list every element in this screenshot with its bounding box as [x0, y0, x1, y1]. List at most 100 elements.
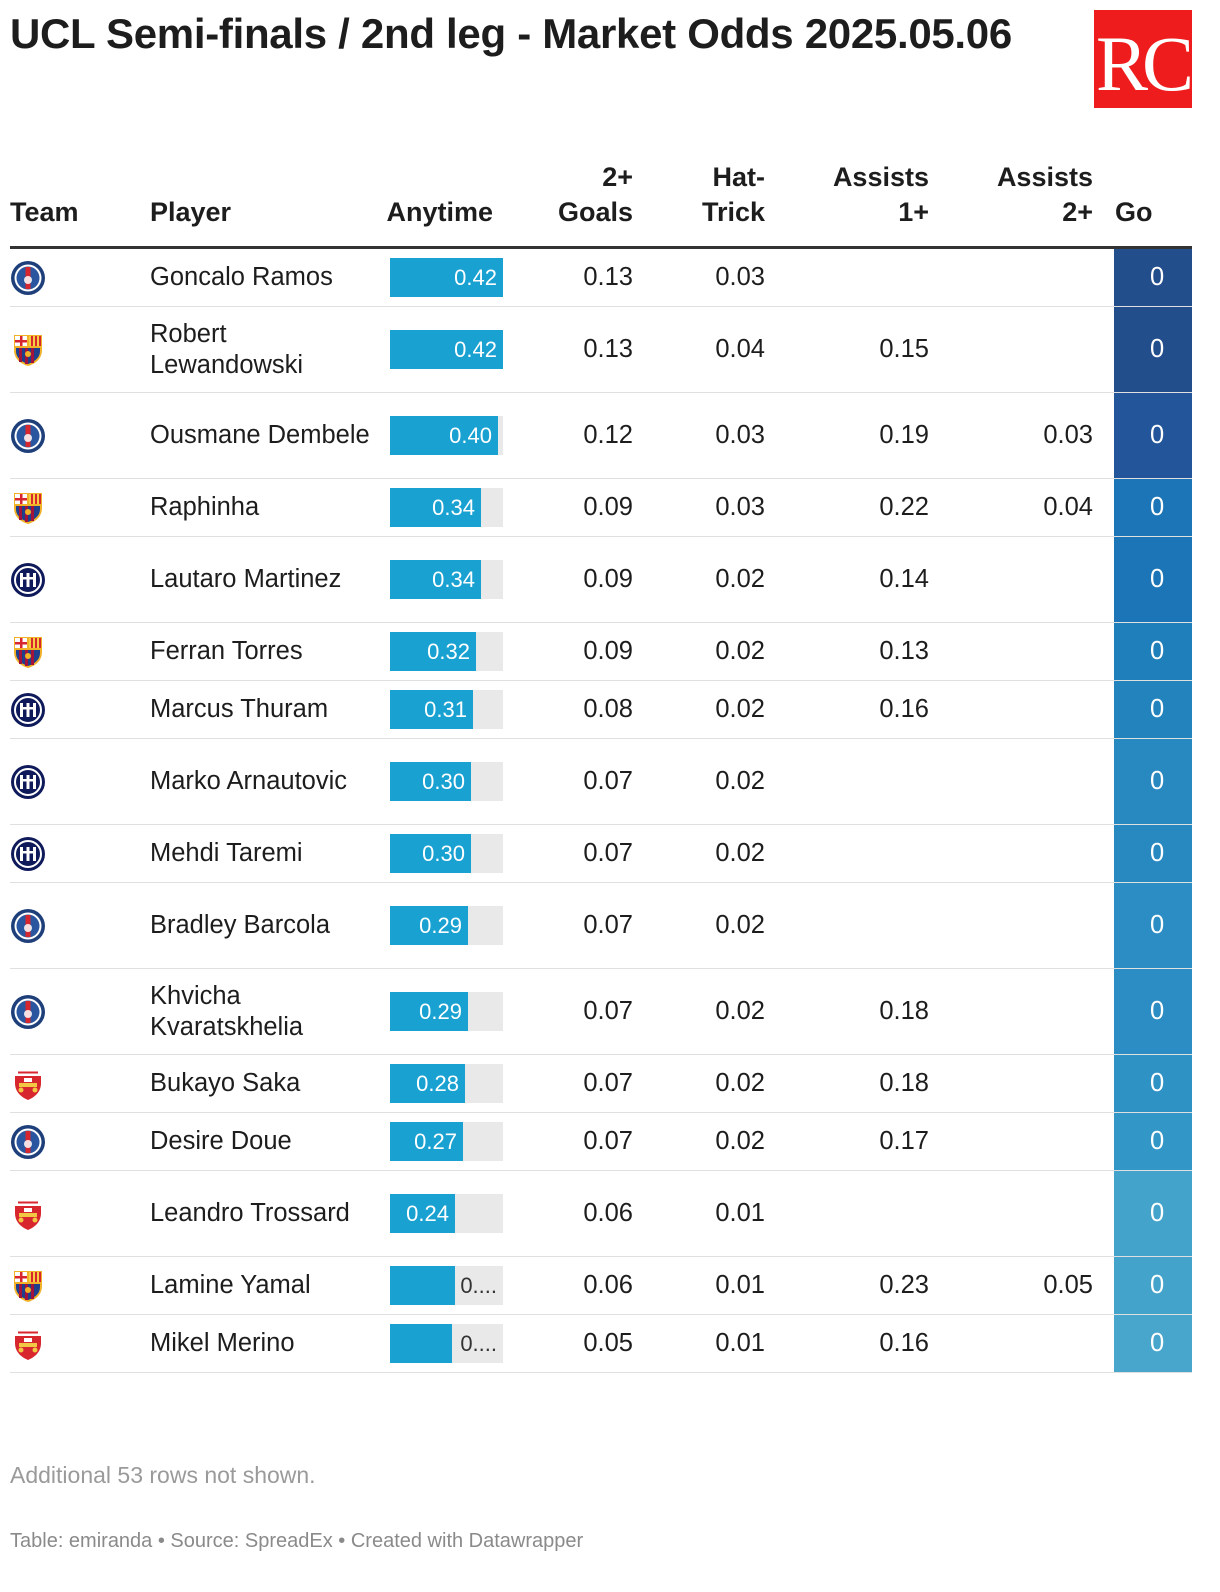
- anytime-bar-track: 0.34: [390, 488, 503, 527]
- anytime-bar: [390, 258, 503, 297]
- table-row[interactable]: Desire Doue 0.27 0.07 0.02 0.17 0: [10, 1112, 1192, 1171]
- player-name: Goncalo Ramos: [136, 247, 370, 307]
- assists2-value: [929, 1112, 1093, 1171]
- assists2-value: [929, 968, 1093, 1055]
- anytime-bar-track: 0.34: [390, 560, 503, 599]
- anytime-cell: 0.32: [370, 622, 503, 681]
- table-row[interactable]: Marcus Thuram 0.31 0.08 0.02 0.16 0: [10, 680, 1192, 739]
- anytime-cell: 0.30: [370, 824, 503, 883]
- go-cell: 0: [1093, 392, 1192, 479]
- anytime-bar: [390, 560, 481, 599]
- anytime-value: 0.29: [419, 913, 462, 938]
- header-go[interactable]: Go: [1093, 160, 1192, 249]
- table-row[interactable]: Goncalo Ramos 0.42 0.13 0.03 0: [10, 247, 1192, 307]
- header-2plus-goals[interactable]: 2+ Goals: [493, 160, 633, 249]
- hat-trick-value: 0.01: [633, 1170, 765, 1257]
- psg-crest-icon: [10, 1124, 136, 1160]
- anytime-bar: [390, 690, 473, 729]
- svg-text:RC: RC: [1096, 20, 1190, 107]
- header-player[interactable]: Player: [136, 160, 370, 249]
- table-row[interactable]: Mehdi Taremi 0.30 0.07 0.02 0: [10, 824, 1192, 883]
- anytime-value: 0.31: [424, 697, 467, 722]
- anytime-bar: [390, 488, 481, 527]
- team-crest-cell: [10, 1112, 136, 1171]
- table-row[interactable]: Leandro Trossard 0.24 0.06 0.01 0: [10, 1170, 1192, 1257]
- player-name: Lautaro Martinez: [136, 536, 370, 623]
- assists2-value: 0.05: [929, 1256, 1093, 1315]
- go-value: 0: [1114, 537, 1192, 622]
- header-hat-trick[interactable]: Hat- Trick: [633, 160, 765, 249]
- team-crest-cell: [10, 680, 136, 739]
- team-crest-cell: [10, 824, 136, 883]
- anytime-cell: 0....: [370, 1314, 503, 1373]
- anytime-value: 0....: [460, 1273, 497, 1298]
- table-row[interactable]: Ousmane Dembele 0.40 0.12 0.03 0.19 0.03 0: [10, 392, 1192, 479]
- anytime-value: 0.34: [432, 495, 475, 520]
- header-row: Team Player Anytime 2+ Goals Hat- Trick As…: [10, 160, 1192, 249]
- team-crest-cell: [10, 1314, 136, 1373]
- assists1-value: [765, 824, 929, 883]
- goals2-value: 0.07: [493, 1112, 633, 1171]
- header-assists-2plus[interactable]: Assists 2+: [929, 160, 1093, 249]
- go-value: 0: [1114, 825, 1192, 882]
- go-value: 0: [1114, 1315, 1192, 1372]
- go-cell: 0: [1093, 1112, 1192, 1171]
- assists1-value: 0.17: [765, 1112, 929, 1171]
- table-row[interactable]: Marko Arnautovic 0.30 0.07 0.02 0: [10, 738, 1192, 825]
- player-name: Lamine Yamal: [136, 1256, 370, 1315]
- hat-trick-value: 0.03: [633, 392, 765, 479]
- player-name: Marko Arnautovic: [136, 738, 370, 825]
- assists1-value: [765, 1170, 929, 1257]
- player-name: Khvicha Kvaratskhelia: [136, 968, 370, 1055]
- odds-table: Team Player Anytime 2+ Goals Hat- Trick As…: [10, 160, 1192, 1373]
- table-row[interactable]: Lamine Yamal 0.... 0.06 0.01 0.23 0.05 0: [10, 1256, 1192, 1315]
- anytime-cell: 0....: [370, 1256, 503, 1315]
- go-value: 0: [1114, 393, 1192, 478]
- table-row[interactable]: Bukayo Saka 0.28 0.07 0.02 0.18 0: [10, 1054, 1192, 1113]
- table-row[interactable]: Raphinha 0.34 0.09 0.03 0.22 0.04 0: [10, 478, 1192, 537]
- goals2-value: 0.09: [493, 478, 633, 537]
- hat-trick-value: 0.02: [633, 1112, 765, 1171]
- hat-trick-value: 0.04: [633, 306, 765, 393]
- go-cell: 0: [1093, 738, 1192, 825]
- anytime-cell: 0.29: [370, 882, 503, 969]
- inter-crest-icon: [10, 562, 136, 598]
- hat-trick-value: 0.02: [633, 1054, 765, 1113]
- hat-trick-value: 0.02: [633, 536, 765, 623]
- assists2-value: [929, 824, 1093, 883]
- table-row[interactable]: Khvicha Kvaratskhelia 0.29 0.07 0.02 0.18 0: [10, 968, 1192, 1055]
- anytime-bar-track: 0....: [390, 1266, 503, 1305]
- table-row[interactable]: Robert Lewandowski 0.42 0.13 0.04 0.15 0: [10, 306, 1192, 393]
- assists2-value: [929, 306, 1093, 393]
- goals2-value: 0.06: [493, 1170, 633, 1257]
- anytime-cell: 0.24: [370, 1170, 503, 1257]
- hat-trick-value: 0.02: [633, 680, 765, 739]
- anytime-bar: [390, 1064, 465, 1103]
- barcelona-crest-icon: [10, 332, 136, 368]
- anytime-bar: [390, 992, 468, 1031]
- anytime-bar: [390, 906, 468, 945]
- go-cell: 0: [1093, 622, 1192, 681]
- anytime-value: 0.42: [454, 337, 497, 362]
- barcelona-crest-icon: [10, 1268, 136, 1304]
- table-row[interactable]: Lautaro Martinez 0.34 0.09 0.02 0.14 0: [10, 536, 1192, 623]
- anytime-bar-track: 0.42: [390, 258, 503, 297]
- go-cell: 0: [1093, 1054, 1192, 1113]
- player-name: Mikel Merino: [136, 1314, 370, 1373]
- header-anytime[interactable]: Anytime: [370, 160, 493, 249]
- go-value: 0: [1114, 681, 1192, 738]
- assists1-value: 0.23: [765, 1256, 929, 1315]
- go-value: 0: [1114, 479, 1192, 536]
- go-cell: 0: [1093, 824, 1192, 883]
- table-row[interactable]: Ferran Torres 0.32 0.09 0.02 0.13 0: [10, 622, 1192, 681]
- header-assists-1plus[interactable]: Assists 1+: [765, 160, 929, 249]
- go-value: 0: [1114, 623, 1192, 680]
- go-cell: 0: [1093, 1170, 1192, 1257]
- team-crest-cell: [10, 738, 136, 825]
- table-row[interactable]: Mikel Merino 0.... 0.05 0.01 0.16 0: [10, 1314, 1192, 1373]
- team-crest-cell: [10, 1170, 136, 1257]
- table-row[interactable]: Bradley Barcola 0.29 0.07 0.02 0: [10, 882, 1192, 969]
- anytime-bar: [390, 1266, 455, 1305]
- header-team[interactable]: Team: [10, 160, 136, 249]
- player-name: Bradley Barcola: [136, 882, 370, 969]
